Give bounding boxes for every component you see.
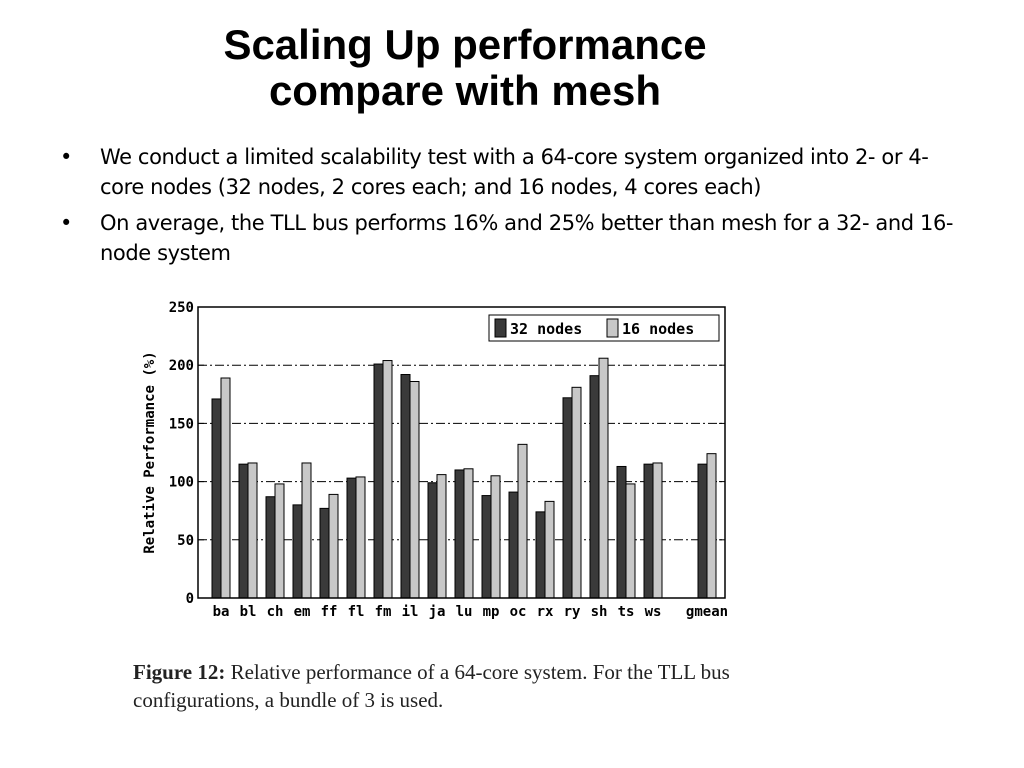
x-tick-label: ba <box>213 604 230 620</box>
bar-ff-series-1 <box>319 507 330 599</box>
bar-oc-series-2 <box>517 443 528 599</box>
bar-fm-series-1 <box>373 363 384 599</box>
bar-ch-series-2 <box>274 483 285 599</box>
bar-oc-series-1 <box>508 491 519 599</box>
x-tick-label: fm <box>375 604 392 620</box>
bar-gmean-series-2 <box>706 453 717 599</box>
bar-ry-series-2 <box>571 386 582 599</box>
bar-ff-series-2 <box>328 493 339 599</box>
y-tick-label: 200 <box>169 358 194 374</box>
x-tick-label: il <box>402 604 419 620</box>
bar-bl-series-2 <box>247 462 258 599</box>
bullet-item: • We conduct a limited scalability test … <box>60 142 965 202</box>
x-tick-label: sh <box>591 604 608 620</box>
bar-sh-series-1 <box>589 375 600 599</box>
bar-mp-series-1 <box>481 495 492 599</box>
bullet-item: • On average, the TLL bus performs 16% a… <box>60 208 965 268</box>
figure-caption: Figure 12: Relative performance of a 64-… <box>133 658 773 714</box>
y-tick-label: 50 <box>177 533 194 549</box>
slide-title-line-2: compare with mesh <box>268 67 662 114</box>
bar-il-series-2 <box>409 380 420 599</box>
bullet-text: On average, the TLL bus performs 16% and… <box>100 211 954 265</box>
bullet-dot-icon: • <box>60 211 72 235</box>
legend-swatch-series-1 <box>494 318 507 338</box>
x-tick-label: ch <box>267 604 284 620</box>
bar-fl-series-2 <box>355 476 366 599</box>
bar-em-series-1 <box>292 504 303 599</box>
bar-lu-series-1 <box>454 469 465 599</box>
x-tick-label: ja <box>429 604 446 620</box>
bar-ja-series-1 <box>427 482 438 599</box>
bar-ry-series-1 <box>562 397 573 599</box>
x-tick-label: gmean <box>686 604 728 620</box>
bar-em-series-2 <box>301 462 312 599</box>
bar-ts-series-2 <box>625 483 636 599</box>
bar-ws-series-1 <box>643 463 654 599</box>
x-tick-label: ry <box>564 604 581 620</box>
legend-box <box>488 314 720 342</box>
figure-caption-label: Figure 12: <box>133 660 226 684</box>
bar-ts-series-1 <box>616 465 627 599</box>
x-tick-label: mp <box>483 604 500 620</box>
x-tick-label: bl <box>240 604 257 620</box>
bar-ba-series-1 <box>211 398 222 599</box>
x-tick-label: lu <box>456 604 473 620</box>
slide-title-line-1: Scaling Up performance <box>223 21 707 68</box>
y-tick-label: 250 <box>169 300 194 316</box>
bar-fm-series-2 <box>382 360 393 599</box>
y-tick-label: 150 <box>169 416 194 432</box>
legend-swatch-series-2 <box>606 318 619 338</box>
bullet-text: We conduct a limited scalability test wi… <box>100 145 929 199</box>
bar-ch-series-1 <box>265 496 276 599</box>
bar-ja-series-2 <box>436 474 447 599</box>
legend-label-series-1: 32 nodes <box>510 320 582 338</box>
slide-title: Scaling Up performance compare with mesh <box>0 22 930 114</box>
bar-rx-series-1 <box>535 511 546 599</box>
y-axis-label: Relative Performance (%) <box>142 351 158 553</box>
x-tick-label: em <box>294 604 311 620</box>
x-tick-label: ts <box>618 604 635 620</box>
bullet-dot-icon: • <box>60 145 72 169</box>
figure-caption-text: Relative performance of a 64-core system… <box>133 660 730 712</box>
x-tick-label: fl <box>348 604 365 620</box>
y-tick-label: 100 <box>169 475 194 491</box>
plot-frame <box>197 306 726 599</box>
x-tick-label: rx <box>537 604 554 620</box>
bar-bl-series-1 <box>238 463 249 599</box>
bar-mp-series-2 <box>490 475 501 599</box>
legend-label-series-2: 16 nodes <box>622 320 694 338</box>
bar-ba-series-2 <box>220 377 231 599</box>
bar-sh-series-2 <box>598 357 609 599</box>
y-tick-label: 0 <box>186 591 194 607</box>
x-tick-label: ws <box>645 604 662 620</box>
x-tick-label: ff <box>321 604 338 620</box>
bar-lu-series-2 <box>463 468 474 599</box>
bullet-list: • We conduct a limited scalability test … <box>60 142 965 274</box>
bar-gmean-series-1 <box>697 463 708 599</box>
bar-il-series-1 <box>400 374 411 599</box>
bar-fl-series-1 <box>346 477 357 599</box>
bar-rx-series-2 <box>544 500 555 599</box>
bar-ws-series-2 <box>652 462 663 599</box>
bar-chart: ba bl ch em ff fl fm il ja lu mp oc rx ry sh ts ws gmean 0… <box>142 300 728 620</box>
x-tick-label: oc <box>510 604 527 620</box>
